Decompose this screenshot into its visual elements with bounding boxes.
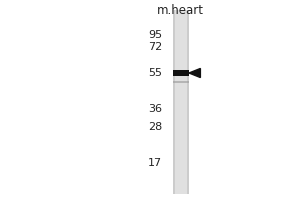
Text: 28: 28	[148, 122, 162, 132]
Bar	[172, 81, 189, 83]
Text: 72: 72	[148, 42, 162, 52]
Bar	[172, 70, 189, 76]
Bar	[175, 10, 187, 194]
Text: 17: 17	[148, 158, 162, 168]
Text: 36: 36	[148, 104, 162, 114]
Text: 55: 55	[148, 68, 162, 78]
Text: m.heart: m.heart	[157, 4, 203, 18]
Polygon shape	[189, 68, 200, 78]
Text: 95: 95	[148, 30, 162, 40]
Bar	[172, 10, 189, 194]
